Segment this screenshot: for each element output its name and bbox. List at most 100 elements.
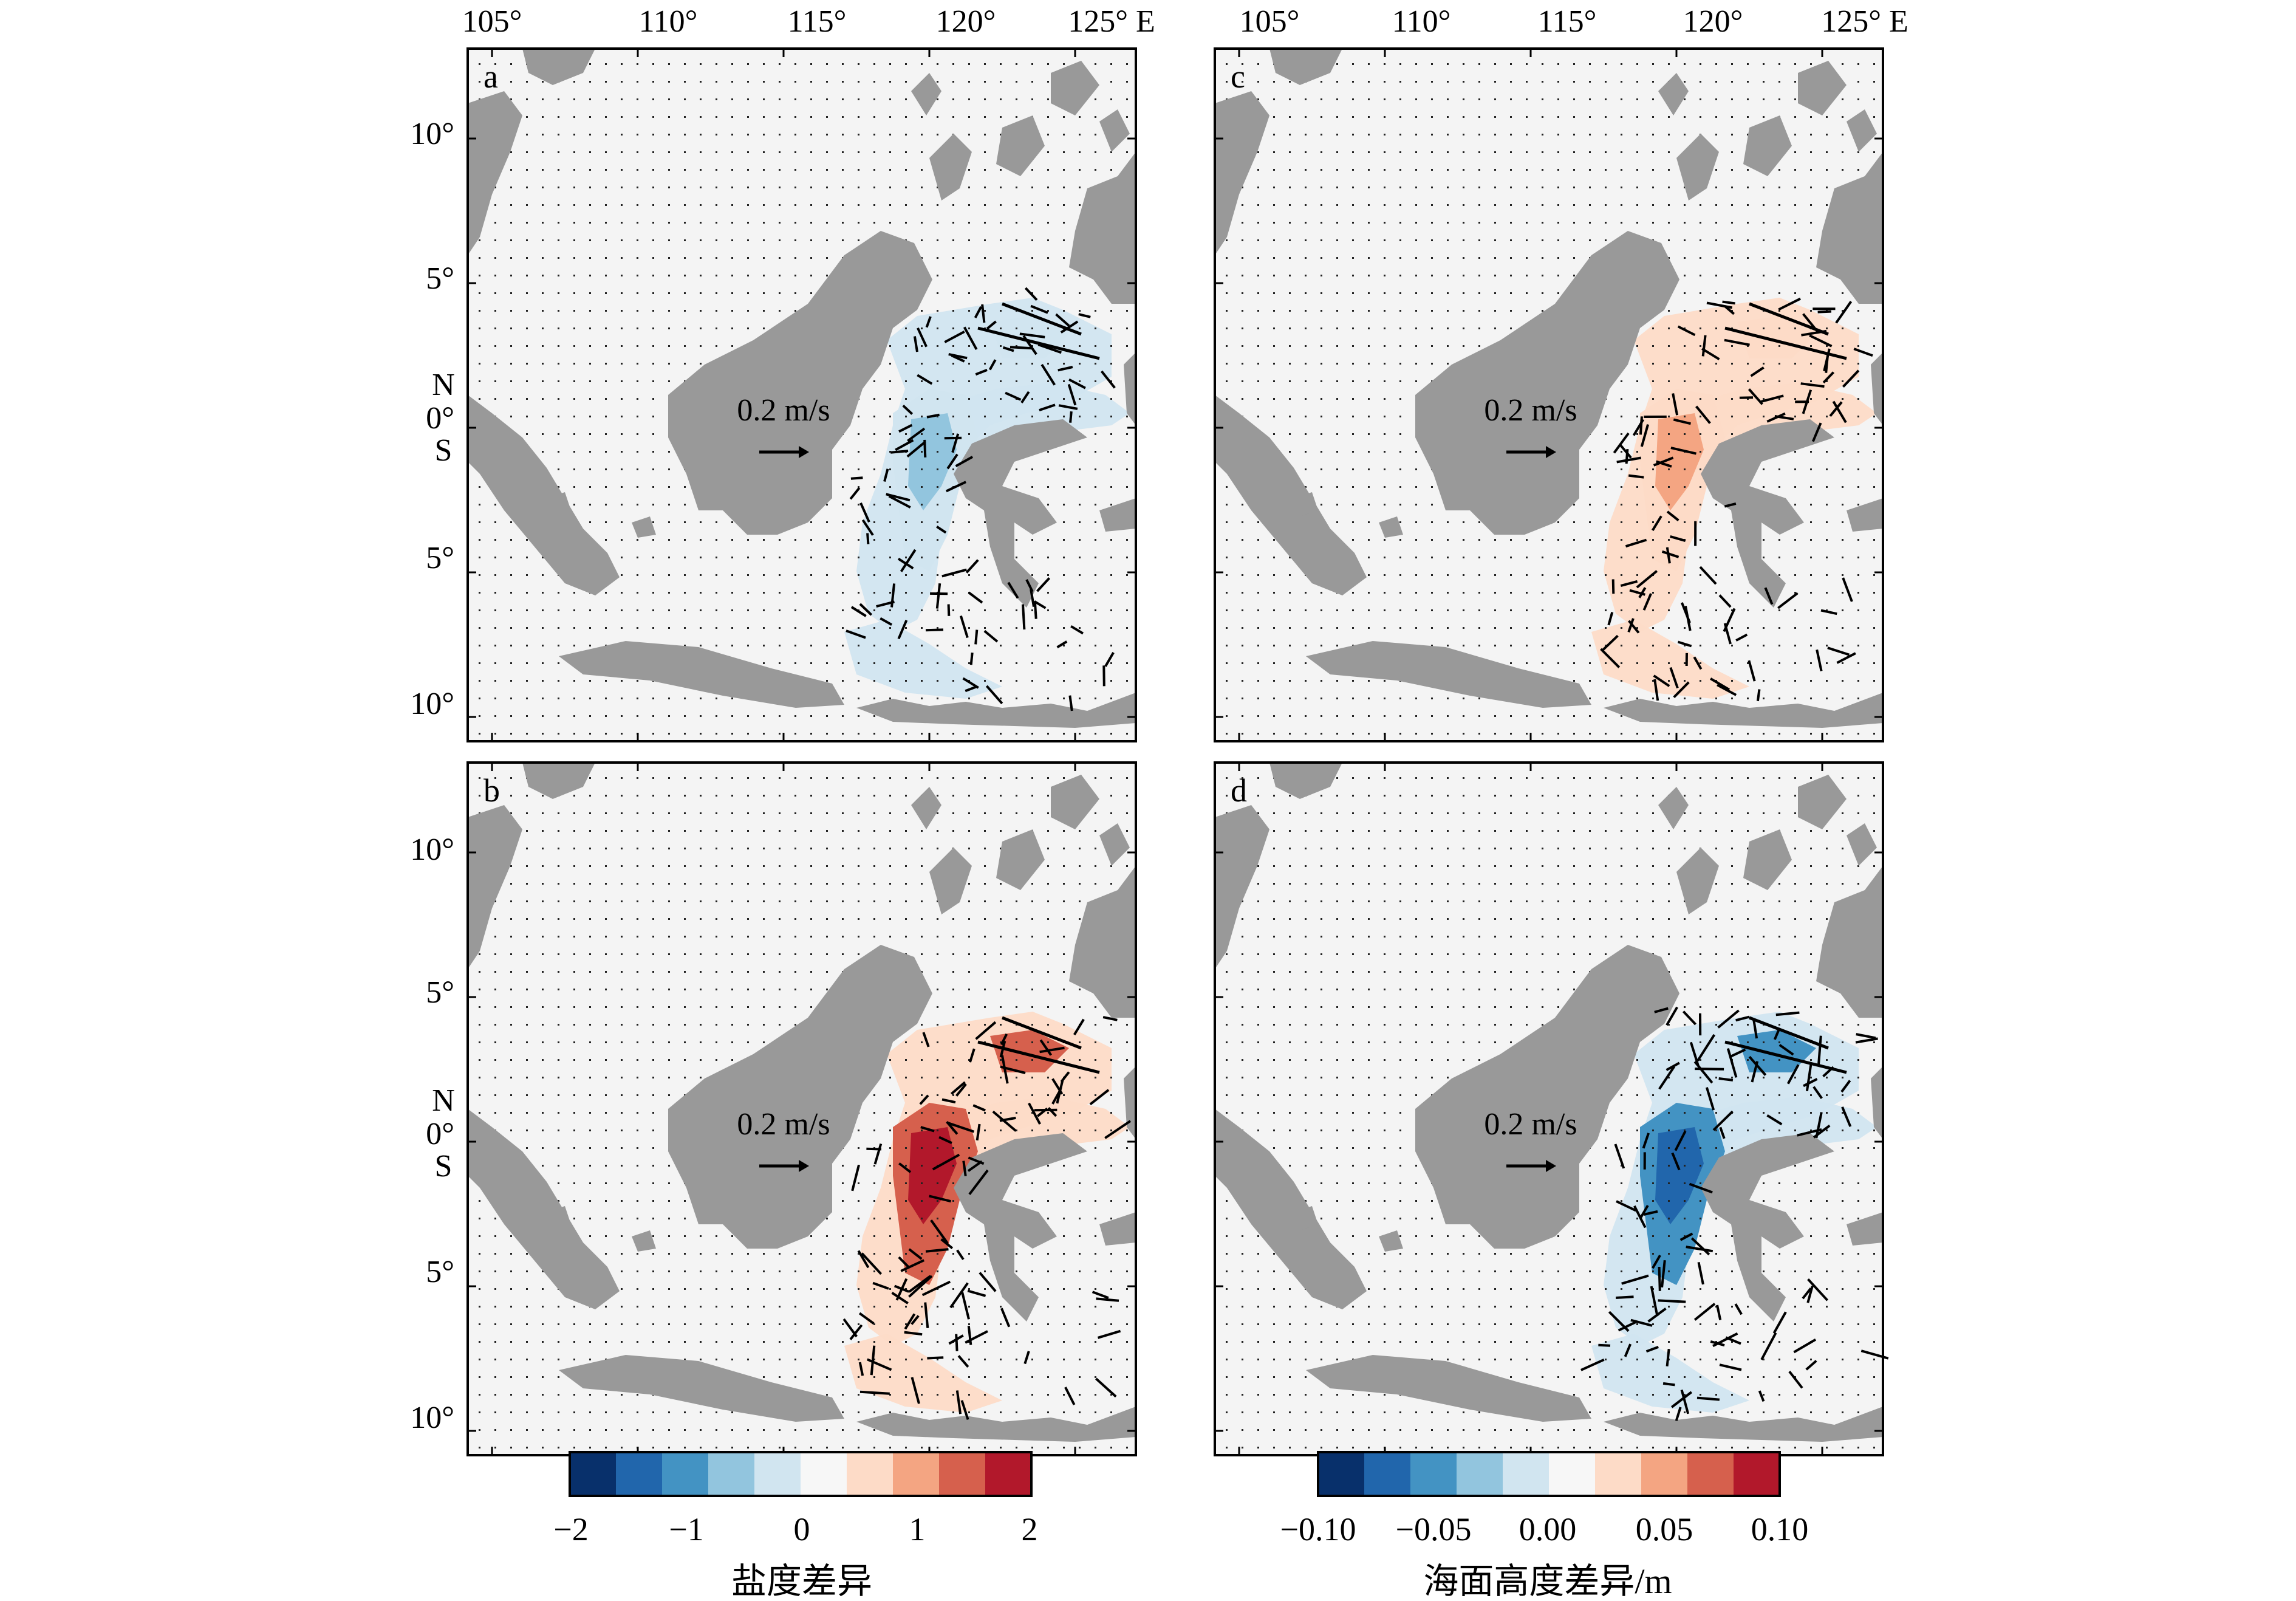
lat-label-south: S <box>435 433 453 468</box>
lat-tick-5n: 5° <box>426 261 454 296</box>
anomaly-region <box>1591 1334 1749 1413</box>
axis-ticks <box>468 49 1136 741</box>
colorbar-segment <box>570 1452 616 1496</box>
lat-tick-10n: 10° <box>410 832 454 867</box>
lat-tick-0: 0° <box>426 1117 454 1151</box>
axis-ticks <box>1215 49 1883 741</box>
axis-ticks <box>468 763 1136 1455</box>
map-panel-d: 0.2 m/s d <box>1214 761 1889 1456</box>
lon-tick-125: 125° E <box>1821 4 1908 39</box>
current-vectors <box>1600 297 1873 702</box>
colorbar-segment <box>1410 1452 1457 1496</box>
reference-vector-label: 0.2 m/s <box>1484 393 1577 428</box>
ssh-colorbar-label: 海面高度差异/m <box>1423 1562 1672 1601</box>
current-vectors <box>842 1016 1132 1421</box>
map-panel-c: 0.2 m/s c <box>1214 47 1884 742</box>
colorbar-segment <box>985 1452 1031 1496</box>
ssh-colorbar <box>1317 1451 1781 1497</box>
reference-vector-label: 0.2 m/s <box>737 1107 830 1142</box>
salinity-colorbar-ticks: −2 −1 0 1 2 盐度差异 <box>553 1511 1037 1601</box>
panel-letter: d <box>1231 772 1247 809</box>
anomaly-region <box>1591 620 1749 699</box>
colorbar-tick: 2 <box>1022 1511 1038 1548</box>
lon-tick-110: 110° <box>1392 4 1451 39</box>
colorbar-segment <box>1687 1452 1734 1496</box>
colorbar-tick: 0.10 <box>1751 1511 1809 1548</box>
colorbar-tick: −0.10 <box>1280 1511 1356 1548</box>
anomaly-core <box>1655 413 1704 510</box>
anomaly-core <box>990 1030 1069 1072</box>
panel-letter: b <box>483 772 500 809</box>
colorbar-segment <box>1595 1452 1641 1496</box>
colorbar-segment <box>754 1452 801 1496</box>
colorbar-tick: 0.05 <box>1636 1511 1693 1548</box>
colorbar-segment <box>1734 1452 1780 1496</box>
latitude-axis-labels-bottom: 10° 5° N 0° S 5° 10° <box>410 832 455 1435</box>
colorbar-segment <box>1457 1452 1503 1496</box>
colorbar-segment <box>1364 1452 1410 1496</box>
reference-vector-arrowhead <box>799 1160 809 1172</box>
salinity-colorbar-label: 盐度差异 <box>731 1562 872 1601</box>
colorbar-tick: 0.00 <box>1519 1511 1577 1548</box>
colorbar-segment <box>893 1452 939 1496</box>
lat-label-north: N <box>432 1083 455 1118</box>
current-vectors <box>846 287 1116 711</box>
lat-tick-10n: 10° <box>410 117 454 151</box>
velocity-grid <box>479 777 1128 1448</box>
colorbar-tick: 0 <box>794 1511 810 1548</box>
panel-frame <box>1214 47 1884 742</box>
ssh-colorbar-ticks: −0.10 −0.05 0.00 0.05 0.10 海面高度差异/m <box>1280 1511 1809 1601</box>
colorbar-segment <box>1641 1452 1687 1496</box>
anomaly-core <box>1737 316 1816 358</box>
lat-label-south: S <box>435 1149 453 1184</box>
lon-tick-120: 120° <box>936 4 996 39</box>
colorbar-segment <box>847 1452 893 1496</box>
colorbar-segment <box>1503 1452 1549 1496</box>
reference-vector-label: 0.2 m/s <box>1484 1107 1577 1142</box>
lat-tick-10s: 10° <box>410 687 454 721</box>
panel-letter: a <box>483 58 498 95</box>
lat-label-north: N <box>432 368 455 402</box>
colorbar-frame <box>569 1451 1033 1497</box>
colorbar-segment <box>1318 1452 1364 1496</box>
map-panel-b: 0.2 m/s b <box>466 761 1137 1456</box>
reference-vector-arrowhead <box>1546 446 1556 458</box>
lat-tick-0: 0° <box>426 401 454 436</box>
anomaly-core <box>908 1127 957 1224</box>
colorbar-segment <box>939 1452 985 1496</box>
colorbar-segment <box>801 1452 847 1496</box>
longitude-axis-labels-left: 105° 110° 115° 120° 125° E <box>462 4 1155 39</box>
lon-tick-120: 120° <box>1683 4 1743 39</box>
lat-tick-10s: 10° <box>410 1400 454 1435</box>
colorbar-segment <box>616 1452 662 1496</box>
colorbar-frame <box>1317 1451 1781 1497</box>
reference-vector-arrowhead <box>799 446 809 458</box>
lon-tick-110: 110° <box>639 4 698 39</box>
salinity-colorbar <box>569 1451 1033 1497</box>
colorbar-segment <box>1549 1452 1595 1496</box>
lon-tick-105: 105° <box>462 4 522 39</box>
current-vectors <box>1580 1006 1889 1421</box>
latitude-axis-labels-top: 10° 5° N 0° S 5° 10° <box>410 117 455 721</box>
lon-tick-105: 105° <box>1240 4 1300 39</box>
map-panel-a: 0.2 m/s a <box>466 47 1137 742</box>
lat-tick-5s: 5° <box>426 1255 454 1289</box>
lat-tick-5n: 5° <box>426 975 454 1010</box>
colorbar-segment <box>708 1452 754 1496</box>
reference-vector-arrowhead <box>1546 1160 1556 1172</box>
anomaly-core <box>1655 1127 1704 1224</box>
reference-vector-label: 0.2 m/s <box>737 393 830 428</box>
longitude-axis-labels-right: 105° 110° 115° 120° 125° E <box>1240 4 1908 39</box>
lon-tick-115: 115° <box>788 4 847 39</box>
colorbar-tick: 1 <box>909 1511 926 1548</box>
panel-letter: c <box>1231 58 1245 95</box>
colorbar-tick: −0.05 <box>1396 1511 1472 1548</box>
panel-frame <box>466 47 1137 742</box>
lon-tick-115: 115° <box>1538 4 1597 39</box>
colorbar-tick: −1 <box>669 1511 703 1548</box>
lon-tick-125: 125° E <box>1068 4 1155 39</box>
colorbar-tick: −2 <box>553 1511 588 1548</box>
lat-tick-5s: 5° <box>426 541 454 575</box>
colorbar-segment <box>662 1452 708 1496</box>
